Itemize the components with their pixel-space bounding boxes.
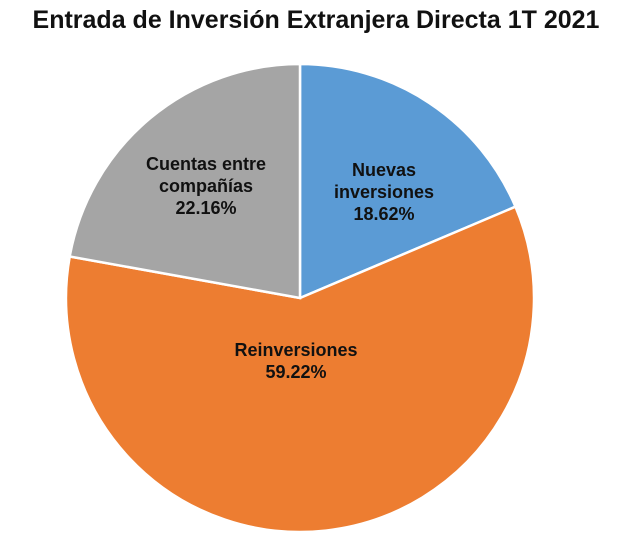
pie-slice-1 (64, 205, 536, 534)
pie-slice-2 (68, 62, 302, 300)
pie-slice-label-1: Reinversiones 59.22% (234, 340, 357, 382)
slice-value-label: 22.16% (175, 198, 236, 218)
chart-title: Entrada de Inversión Extranjera Directa … (32, 6, 600, 34)
pie-slice-label-0: Nuevas inversiones 18.62% (334, 160, 434, 224)
slice-category-label: compañías (159, 176, 253, 196)
slice-category-label: inversiones (334, 182, 434, 202)
slice-category-label: Cuentas entre (146, 154, 266, 174)
slice-value-label: 59.22% (265, 362, 326, 382)
pie-labels: Nuevas inversiones 18.62% Reinversiones 59.2… (146, 154, 434, 382)
pie-slice-label-2: Cuentas entre compañías 22.16% (146, 154, 266, 218)
slice-value-label: 18.62% (353, 204, 414, 224)
slice-category-label: Nuevas (352, 160, 416, 180)
pie-slice-0 (298, 62, 518, 300)
slice-category-label: Reinversiones (234, 340, 357, 360)
pie-slices (64, 62, 536, 534)
